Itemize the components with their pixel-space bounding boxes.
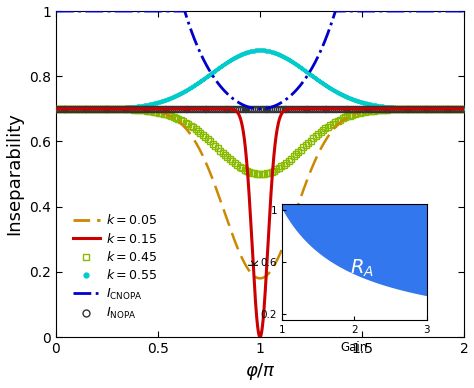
X-axis label: $\varphi/\pi$: $\varphi/\pi$: [245, 362, 275, 383]
Legend: $k = 0.05$, $k = 0.15$, $k = 0.45$, $k = 0.55$, $I_\mathrm{CNOPA}$, $I_\mathrm{N: $k = 0.05$, $k = 0.15$, $k = 0.45$, $k =…: [66, 207, 164, 327]
Y-axis label: Inseparability: Inseparability: [6, 113, 24, 236]
Text: $R_A$: $R_A$: [349, 258, 374, 279]
Y-axis label: k: k: [248, 258, 261, 265]
X-axis label: Gain: Gain: [341, 341, 368, 353]
